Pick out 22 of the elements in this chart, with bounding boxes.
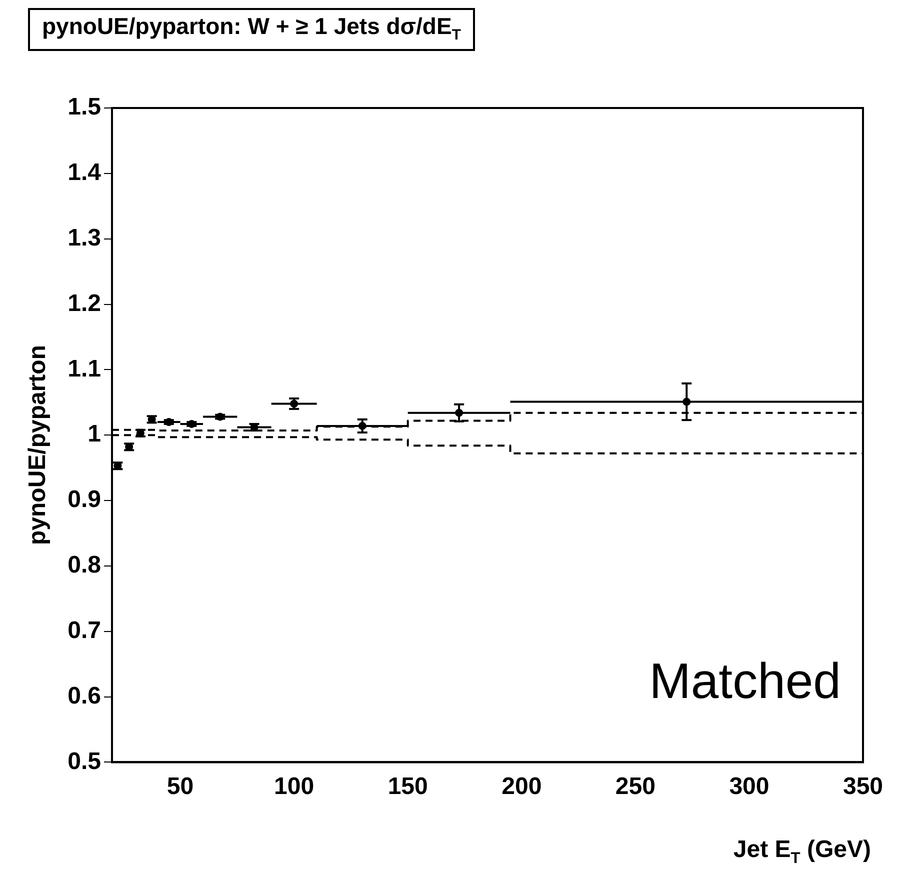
y-tick-label: 0.9 <box>68 486 101 514</box>
x-tick-label: 250 <box>615 773 656 800</box>
x-tick-label: 100 <box>274 773 314 800</box>
x-tick-label: 150 <box>388 773 428 800</box>
y-tick-label: 0.7 <box>68 616 101 644</box>
y-tick-label: 1.1 <box>68 355 101 382</box>
x-tick-label: 200 <box>502 773 542 800</box>
y-tick-label: 1 <box>88 420 101 448</box>
y-tick-label: 1.2 <box>68 290 101 317</box>
y-tick-label: 0.8 <box>68 552 101 579</box>
y-tick-label: 0.5 <box>68 748 101 775</box>
y-tick-label: 1.5 <box>68 94 101 121</box>
annotation: Matched <box>649 652 841 710</box>
x-tick-label: 300 <box>729 773 770 800</box>
chart-title: pynoUE/pyparton: W + ≥ 1 Jets dσ/dE$_{T}$ <box>28 8 475 51</box>
y-tick-label: 1.3 <box>68 224 101 252</box>
x-tick-label: 350 <box>842 773 884 800</box>
y-tick-label: 0.6 <box>68 682 101 710</box>
x-tick-label: 50 <box>166 773 194 800</box>
y-tick-label: 1.4 <box>68 159 102 186</box>
x-axis-title: Jet E$_{T}$ (GeV) <box>733 836 871 868</box>
y-axis-title: pynoUE/pyparton <box>24 344 52 546</box>
